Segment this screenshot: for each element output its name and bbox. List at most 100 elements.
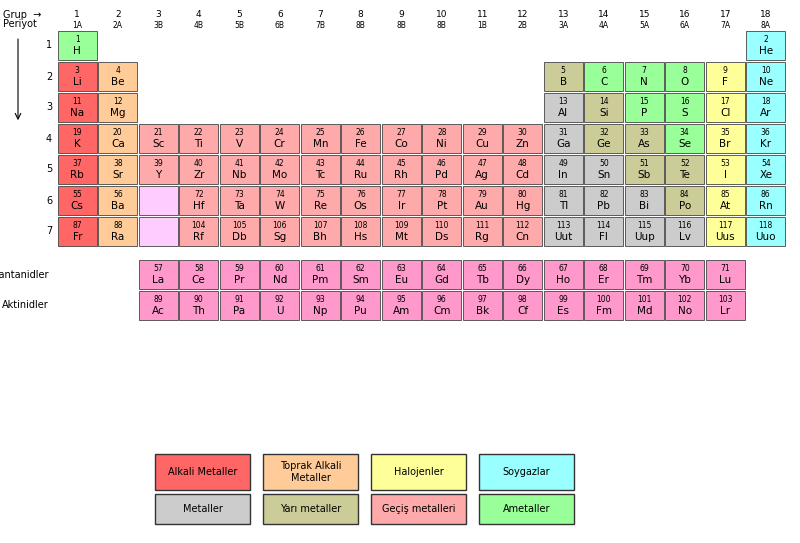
Text: Cr: Cr: [274, 139, 286, 149]
Text: Po: Po: [678, 201, 691, 211]
Text: Pa: Pa: [233, 306, 246, 316]
Text: Ca: Ca: [111, 139, 125, 149]
Text: 2: 2: [763, 35, 768, 44]
Text: Pb: Pb: [598, 201, 610, 211]
Text: Yarı metaller: Yarı metaller: [280, 504, 341, 514]
Bar: [139, 186, 178, 215]
Text: 55: 55: [72, 190, 82, 199]
Text: Ta: Ta: [234, 201, 245, 211]
Text: Kr: Kr: [760, 139, 771, 149]
Text: 22: 22: [194, 128, 203, 137]
Bar: [382, 155, 421, 184]
Bar: [625, 124, 664, 153]
Text: 4: 4: [196, 10, 202, 19]
Text: 4B: 4B: [194, 21, 204, 30]
Bar: [746, 62, 785, 91]
Text: Bh: Bh: [314, 232, 327, 242]
Text: 6A: 6A: [680, 21, 690, 30]
Text: Xe: Xe: [759, 170, 772, 180]
Text: Sc: Sc: [152, 139, 165, 149]
Text: Gd: Gd: [434, 275, 449, 285]
Bar: [179, 155, 218, 184]
Bar: [58, 217, 97, 246]
Bar: [625, 62, 664, 91]
Text: Pr: Pr: [234, 275, 245, 285]
Text: 102: 102: [678, 295, 692, 304]
Text: 106: 106: [273, 221, 287, 230]
Bar: [260, 124, 299, 153]
Bar: [746, 217, 785, 246]
Text: Y: Y: [155, 170, 162, 180]
Text: I: I: [724, 170, 726, 180]
Text: 49: 49: [558, 159, 568, 168]
Bar: [422, 217, 461, 246]
Text: 21: 21: [154, 128, 163, 137]
Bar: [584, 186, 623, 215]
Text: 7A: 7A: [720, 21, 730, 30]
Text: 113: 113: [556, 221, 570, 230]
Text: 3: 3: [46, 103, 52, 112]
Text: 2: 2: [46, 72, 52, 81]
Text: Yb: Yb: [678, 275, 691, 285]
Text: 88: 88: [113, 221, 122, 230]
Text: 53: 53: [720, 159, 730, 168]
Text: 7B: 7B: [315, 21, 326, 30]
Text: 96: 96: [437, 295, 446, 304]
Text: 10: 10: [761, 66, 770, 75]
Text: 76: 76: [356, 190, 366, 199]
Text: Tc: Tc: [315, 170, 326, 180]
Text: 16: 16: [679, 10, 690, 19]
Text: Cd: Cd: [516, 170, 530, 180]
Text: Pt: Pt: [437, 201, 447, 211]
Text: Ne: Ne: [758, 77, 773, 87]
Text: Ge: Ge: [597, 139, 611, 149]
Text: 112: 112: [516, 221, 530, 230]
Text: Ho: Ho: [556, 275, 570, 285]
Text: Ir: Ir: [398, 201, 405, 211]
Bar: [382, 291, 421, 320]
Text: 8B: 8B: [396, 21, 406, 30]
Text: Mn: Mn: [313, 139, 328, 149]
Text: 74: 74: [275, 190, 285, 199]
Text: Uus: Uus: [715, 232, 735, 242]
Text: Ba: Ba: [111, 201, 125, 211]
Text: Re: Re: [314, 201, 326, 211]
Text: 44: 44: [356, 159, 366, 168]
Text: Si: Si: [599, 108, 609, 118]
Bar: [220, 186, 258, 215]
Text: 9: 9: [398, 10, 404, 19]
Text: 94: 94: [356, 295, 366, 304]
Bar: [371, 454, 466, 490]
Text: H: H: [74, 46, 81, 56]
Text: Hg: Hg: [515, 201, 530, 211]
Bar: [503, 291, 542, 320]
Text: 70: 70: [680, 264, 690, 273]
Text: 8: 8: [682, 66, 687, 75]
Text: 2: 2: [115, 10, 121, 19]
Bar: [584, 93, 623, 122]
Bar: [98, 186, 138, 215]
Bar: [301, 260, 340, 289]
Text: 58: 58: [194, 264, 203, 273]
Text: 80: 80: [518, 190, 527, 199]
Text: 3: 3: [75, 66, 80, 75]
Text: 15: 15: [638, 10, 650, 19]
Text: 97: 97: [478, 295, 487, 304]
Text: Ga: Ga: [556, 139, 570, 149]
Text: 60: 60: [275, 264, 285, 273]
Text: 3: 3: [155, 10, 161, 19]
Bar: [462, 291, 502, 320]
Text: Alkali Metaller: Alkali Metaller: [168, 467, 237, 477]
Bar: [746, 93, 785, 122]
Text: 48: 48: [518, 159, 527, 168]
Text: Es: Es: [558, 306, 570, 316]
Text: 57: 57: [154, 264, 163, 273]
Bar: [462, 260, 502, 289]
Bar: [263, 454, 358, 490]
Text: Pu: Pu: [354, 306, 367, 316]
Text: Uut: Uut: [554, 232, 572, 242]
Text: 85: 85: [721, 190, 730, 199]
Text: 12: 12: [113, 97, 122, 106]
Text: 100: 100: [597, 295, 611, 304]
Text: 15: 15: [639, 97, 649, 106]
